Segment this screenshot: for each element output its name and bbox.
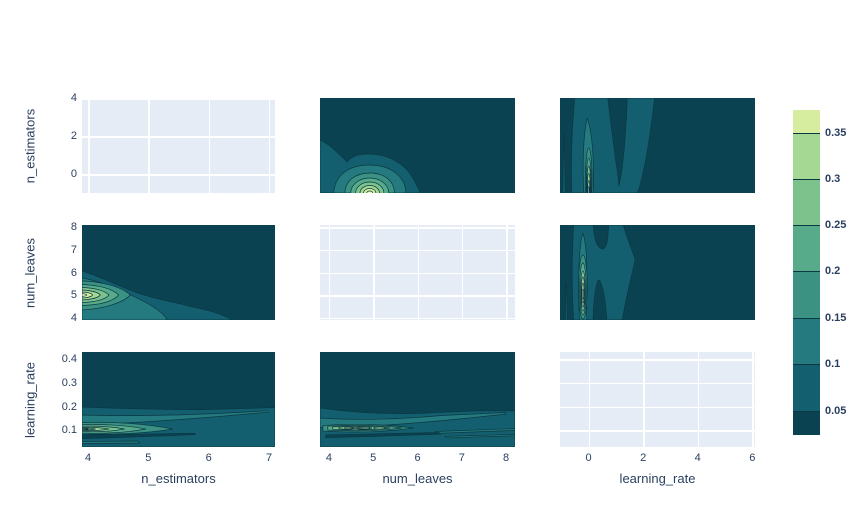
x-tick-num_leaves-6: 6 [414,452,421,464]
gridline-horizontal [320,249,515,252]
gridline-horizontal [320,295,515,297]
x-tick-learning_rate-6: 6 [749,452,756,464]
y-tick-n_estimators-0: 0 [70,168,77,180]
colorbar-segment [793,110,820,133]
y-tick-learning_rate-0.3: 0.3 [61,376,77,389]
colorbar-segment [793,364,820,411]
panel-learning_rate-vs-num_leaves[interactable] [320,352,515,447]
x-tick-n_estimators-6: 6 [205,452,212,464]
colorbar-level-line [793,178,820,180]
colorbar-segment [793,411,820,435]
x-tick-learning_rate-4: 4 [694,452,701,464]
colorbar-level-line [793,270,820,272]
x-tick-learning_rate-2: 2 [640,452,647,464]
panel-num_leaves-vs-num_leaves[interactable] [320,225,515,320]
colorbar-tick-0.3: 0.3 [825,173,841,185]
contour-plot-surface [320,352,515,447]
colorbar-level-line [793,132,820,134]
colorbar-tick-0.25: 0.25 [825,219,847,231]
gridline-vertical [588,352,591,447]
y-axis-title-n-estimators: n_estimators [22,108,38,183]
gridline-horizontal [560,430,755,432]
contour-plot-surface [82,225,275,320]
colorbar-level-line [793,224,820,226]
colorbar: 0.35 0.3 0.25 0.2 0.15 0.1 0.05 [793,110,846,435]
colorbar-tick-0.2: 0.2 [825,265,841,277]
gridline-horizontal [320,317,515,320]
colorbar-tick-0.05: 0.05 [825,405,847,417]
colorbar-tick-0.1: 0.1 [825,358,841,370]
contour-plot-surface [560,225,755,320]
x-axis-title-n-estimators: n_estimators [141,471,216,486]
gridline-vertical [268,98,271,193]
y-tick-n_estimators-2: 2 [70,130,77,142]
gridline-horizontal [560,406,755,409]
gridline-vertical [88,98,90,193]
y-axis-title-num-leaves: num_leaves [22,237,38,308]
gridline-horizontal [320,227,515,229]
colorbar-level-line [793,317,820,319]
gridline-horizontal [82,136,275,138]
gridline-horizontal [320,272,515,274]
y-tick-num_leaves-8: 8 [70,221,77,234]
x-tick-n_estimators-4: 4 [84,452,92,464]
panel-n_estimators-vs-num_leaves[interactable] [320,98,515,193]
panel-n_estimators-vs-learning_rate[interactable] [560,98,755,193]
y-tick-n_estimators-4: 4 [70,92,77,104]
x-tick-num_leaves-5: 5 [370,452,377,464]
x-tick-num_leaves-4: 4 [325,452,332,464]
gridline-horizontal [560,359,755,361]
gridline-vertical [752,352,754,447]
y-tick-learning_rate-0.2: 0.2 [61,400,77,413]
x-tick-learning_rate-0: 0 [585,452,592,464]
y-tick-learning_rate-0.1: 0.1 [61,424,77,437]
y-axis-title-learning-rate: learning_rate [22,361,38,438]
y-tick-num_leaves-4: 4 [70,311,77,324]
gridline-horizontal [560,382,755,385]
colorbar-segment [793,318,820,364]
panel-n_estimators-vs-n_estimators[interactable] [82,98,275,193]
x-tick-n_estimators-7: 7 [265,452,273,464]
gridline-horizontal [82,174,275,176]
gridline-horizontal [82,98,275,100]
gridline-vertical [643,352,645,447]
panel-num_leaves-vs-learning_rate[interactable] [560,225,755,320]
gridline-vertical [148,98,150,193]
panel-num_leaves-vs-n_estimators[interactable] [82,225,275,320]
contour-plot-surface [82,352,275,447]
panel-learning_rate-vs-n_estimators[interactable] [82,352,275,447]
x-axis-title-learning-rate: learning_rate [619,471,696,486]
y-tick-learning_rate-0.4: 0.4 [61,353,77,366]
gridline-vertical [208,98,211,193]
contour-plot-surface [320,98,515,193]
x-axis-title-num-leaves: num_leaves [382,471,453,486]
gridline-vertical [697,352,700,447]
x-tick-num_leaves-8: 8 [503,452,510,464]
x-tick-num_leaves-7: 7 [458,452,465,464]
x-tick-n_estimators-5: 5 [145,452,152,464]
colorbar-segment [793,133,820,179]
contour-plot-surface [560,98,755,193]
colorbar-segment [793,225,820,271]
colorbar-segment [793,179,820,225]
y-tick-num_leaves-5: 5 [70,289,77,302]
colorbar-level-line [793,363,820,365]
y-tick-num_leaves-7: 7 [70,243,77,256]
panel-learning_rate-vs-learning_rate[interactable] [560,352,755,447]
colorbar-tick-0.15: 0.15 [825,312,847,324]
colorbar-segment [793,271,820,318]
y-tick-num_leaves-6: 6 [70,266,77,279]
colorbar-tick-0.35: 0.35 [825,127,847,139]
colorbar-level-line [793,410,820,412]
